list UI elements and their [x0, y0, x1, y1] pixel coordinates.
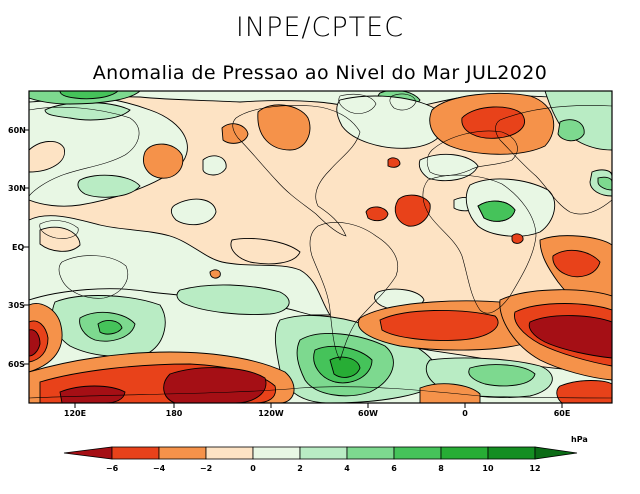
- colorbar-unit: hPa: [571, 435, 588, 444]
- colorbar-segment-10-12: [487, 446, 536, 460]
- colorbar-tick-label: 10: [482, 464, 494, 473]
- lat-label-30n: 30N: [8, 184, 26, 193]
- lat-label-60s: 60S: [8, 360, 25, 369]
- lon-label-180: 180: [166, 409, 183, 418]
- lon-label-120w: 120W: [258, 409, 284, 418]
- lon-label-60w: 60W: [358, 409, 378, 418]
- colorbar: [63, 446, 578, 460]
- colorbar-segment-neg6-neg4: [111, 446, 160, 460]
- lon-label-120e: 120E: [64, 409, 86, 418]
- colorbar-tick-label: −2: [200, 464, 212, 473]
- colorbar-segment-neg4-neg2: [158, 446, 207, 460]
- colorbar-segment-gt-12: [534, 446, 578, 460]
- colorbar-segment-6-8: [393, 446, 442, 460]
- colorbar-tick-label: 6: [391, 464, 397, 473]
- colorbar-segment-8-10: [440, 446, 489, 460]
- anomaly-field: [29, 91, 612, 403]
- lat-axis: [24, 129, 29, 365]
- coastlines: [29, 93, 612, 399]
- colorbar-tick-label: −6: [106, 464, 119, 473]
- lat-label-60n: 60N: [8, 126, 26, 135]
- colorbar-segment-lt-neg6: [63, 446, 113, 460]
- colorbar-segment-4-6: [346, 446, 395, 460]
- header: INPE/CPTEC Anomalia de Pressao ao Nivel …: [0, 0, 640, 90]
- map-title: Anomalia de Pressao ao Nivel do Mar JUL2…: [92, 62, 548, 84]
- colorbar-labels: −6 −4 −2 0 2 4 6 8 10 12: [106, 464, 541, 473]
- colorbar-segment-neg2-0: [205, 446, 254, 460]
- colorbar-tick-label: 12: [529, 464, 540, 473]
- colorbar-segment-0-2: [252, 446, 301, 460]
- lat-label-30s: 30S: [8, 301, 25, 310]
- lon-axis: [74, 403, 563, 408]
- colorbar-tick-label: −4: [153, 464, 166, 473]
- colorbar-tick-label: 0: [250, 464, 256, 473]
- colorbar-tick-label: 2: [297, 464, 303, 473]
- organization-title: INPE/CPTEC: [235, 12, 405, 43]
- colorbar-tick-label: 4: [344, 464, 350, 473]
- lat-label-eq: EQ: [12, 243, 24, 252]
- lon-label-60e: 60E: [554, 409, 571, 418]
- colorbar-segment-2-4: [299, 446, 348, 460]
- colorbar-tick-label: 8: [438, 464, 444, 473]
- lon-label-0: 0: [462, 409, 468, 418]
